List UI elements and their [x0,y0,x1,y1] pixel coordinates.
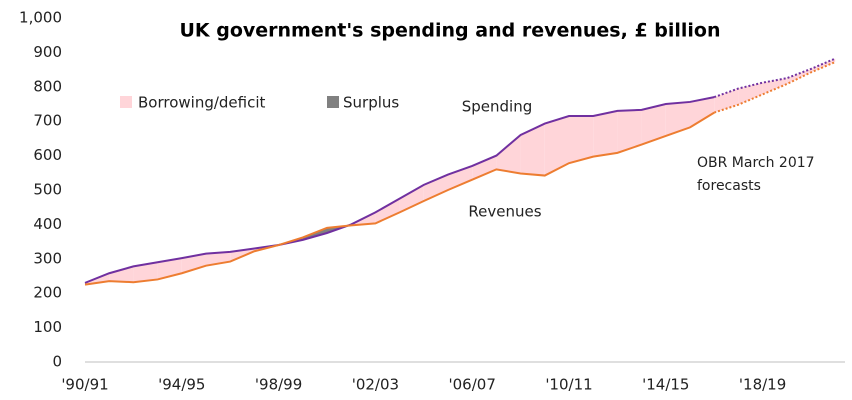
line [84,111,715,286]
legend-swatch [120,96,132,108]
x-tick-label: '10/11 [545,376,592,394]
y-tick-label: 300 [33,249,62,267]
deficit-area [641,104,666,145]
y-tick-label: 0 [52,353,62,371]
deficit-area [544,116,569,176]
x-tick-label: '02/03 [352,376,399,394]
deficit-area [617,109,642,153]
deficit-area [520,123,545,176]
y-tick-label: 900 [33,43,62,61]
y-tick-label: 200 [33,284,62,302]
deficit-area [714,88,739,113]
legend-swatch [327,96,339,108]
x-tick-label: '94/95 [158,376,205,394]
series-label: Revenues [468,203,541,221]
deficit-area [181,253,206,274]
x-tick-label: '18/19 [739,376,786,394]
deficit-area [399,184,424,213]
series-label: Spending [462,98,533,116]
forecast-line [713,57,836,99]
y-tick-label: 500 [33,181,62,199]
y-tick-label: 600 [33,146,62,164]
forecast-line [713,61,836,114]
legend-label: Borrowing/deficit [138,94,266,112]
deficit-area [375,198,400,224]
deficit-area [738,82,763,105]
y-tick-label: 100 [33,318,62,336]
annotation: OBR March 2017 [697,155,815,171]
y-tick-label: 1,000 [19,9,62,27]
legend-label: Surplus [343,94,399,112]
deficit-area [665,101,690,136]
x-tick-label: '98/99 [255,376,302,394]
deficit-area [569,116,594,164]
deficit-area [423,174,448,202]
line [84,96,715,284]
y-tick-label: 800 [33,77,62,95]
y-tick-label: 400 [33,215,62,233]
deficit-area [109,266,134,283]
x-tick-label: '06/07 [449,376,496,394]
chart-title: UK government's spending and revenues, £… [179,20,720,42]
deficit-area [448,165,473,190]
annotation: forecasts [697,178,761,194]
x-tick-label: '90/91 [61,376,108,394]
deficit-area [593,110,618,157]
deficit-area [472,155,497,180]
x-tick-label: '14/15 [642,376,689,394]
deficit-area [496,134,521,174]
deficit-area [690,97,715,128]
y-tick-label: 700 [33,112,62,130]
deficit-area [133,262,158,283]
